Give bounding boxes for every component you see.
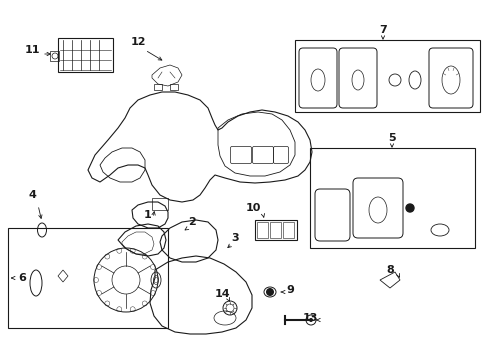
Bar (269, 222, 281, 238)
Bar (283, 222, 293, 238)
Text: 13: 13 (302, 313, 317, 323)
Text: 1: 1 (144, 210, 152, 220)
Text: 11: 11 (24, 45, 40, 55)
Bar (170, 84, 178, 90)
Text: 3: 3 (231, 233, 238, 243)
Circle shape (308, 318, 312, 322)
Text: 10: 10 (245, 203, 260, 213)
Bar (294, 40, 479, 112)
Bar (152, 198, 168, 210)
Text: 2: 2 (188, 217, 196, 227)
Bar (8, 228, 168, 328)
Text: 5: 5 (387, 133, 395, 143)
Text: 6: 6 (18, 273, 26, 283)
Text: 4: 4 (28, 190, 36, 200)
Text: 9: 9 (285, 285, 293, 295)
Bar (257, 222, 267, 238)
Circle shape (405, 204, 413, 212)
Bar (154, 84, 162, 90)
Text: 7: 7 (378, 25, 386, 35)
Text: 12: 12 (130, 37, 145, 47)
Text: 14: 14 (214, 289, 229, 299)
Bar (254, 220, 296, 240)
Circle shape (265, 288, 273, 296)
Bar (58, 38, 113, 72)
Bar (50, 51, 59, 61)
Text: 8: 8 (386, 265, 393, 275)
Bar (309, 148, 474, 248)
